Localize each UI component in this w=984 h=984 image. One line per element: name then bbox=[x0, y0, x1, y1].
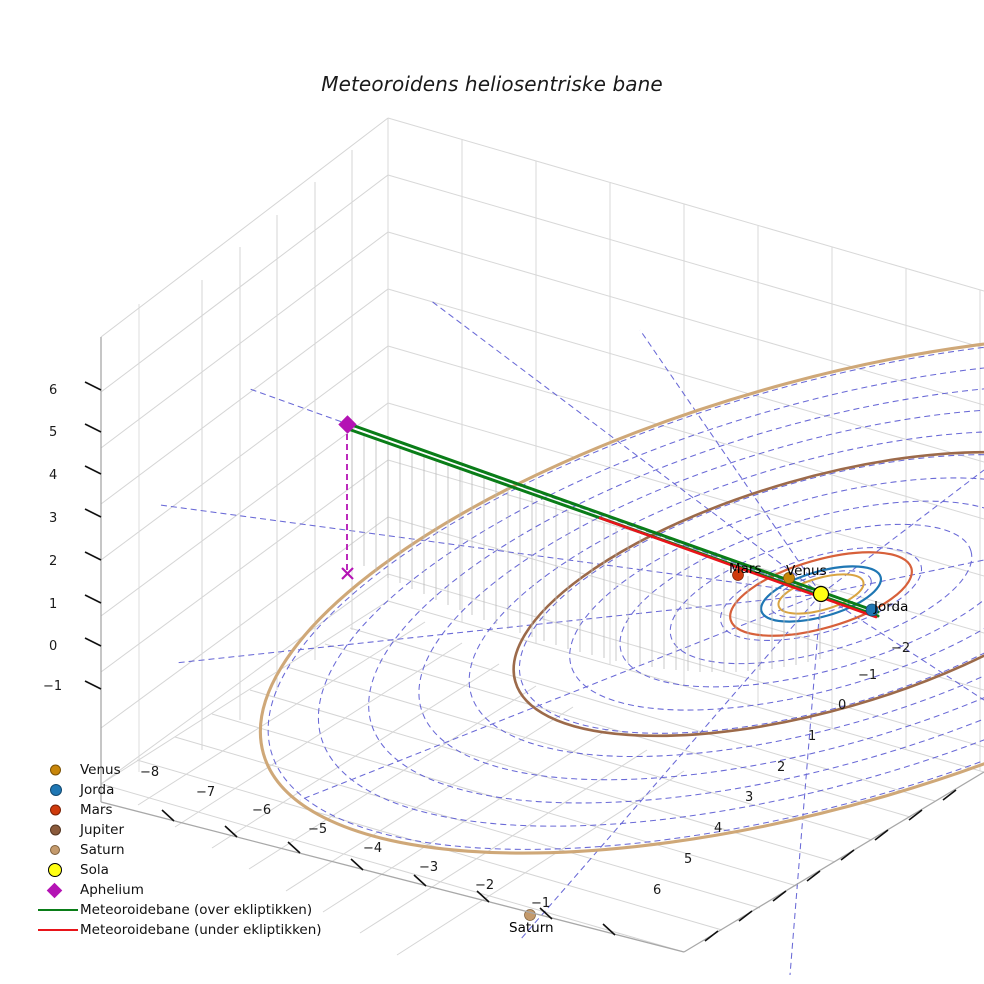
z-tick-label-m1: −1 bbox=[43, 679, 63, 694]
y-tick-label-4: 4 bbox=[714, 821, 723, 836]
legend-item-mars[interactable]: Mars bbox=[36, 800, 366, 820]
legend-item-saturn[interactable]: Saturn bbox=[36, 840, 366, 860]
marker-mars bbox=[732, 569, 744, 581]
y-tick-label-3: 3 bbox=[745, 790, 754, 805]
jupiter-marker-icon bbox=[36, 820, 80, 840]
x-tick-label-m6: −6 bbox=[252, 803, 272, 818]
y-tick-label-m1: −1 bbox=[858, 668, 878, 683]
x-axis-spine bbox=[100, 801, 685, 953]
y-axis-spine bbox=[683, 771, 984, 953]
x-tick-label-m3: −3 bbox=[419, 860, 439, 875]
legend: Venus Jorda Mars Jupiter Saturn bbox=[36, 760, 366, 940]
z-tick-label-1: 1 bbox=[49, 597, 58, 612]
orbit-venus bbox=[777, 573, 865, 615]
x-tick-label-m2: −2 bbox=[475, 878, 495, 893]
y-tick-label-0: 0 bbox=[838, 698, 847, 713]
x-tick-label-m8: −8 bbox=[140, 765, 160, 780]
legend-item-aphelium[interactable]: Aphelium bbox=[36, 880, 366, 900]
orbit-mars bbox=[729, 551, 913, 637]
red-line-icon bbox=[36, 920, 80, 940]
z-tick-label-3: 3 bbox=[49, 511, 58, 526]
aphelion-projection-marker bbox=[341, 567, 354, 580]
track-green-outbound bbox=[347, 422, 880, 614]
x-tick-label-m4: −4 bbox=[363, 841, 383, 856]
left-wall-grid bbox=[100, 117, 389, 802]
orbit-saturn bbox=[258, 333, 984, 855]
legend-item-track-below[interactable]: Meteoroidebane (under ekliptikken) bbox=[36, 920, 366, 940]
marker-venus bbox=[783, 572, 795, 584]
jorda-marker-icon bbox=[36, 780, 80, 800]
legend-item-jorda[interactable]: Jorda bbox=[36, 780, 366, 800]
axes-panes bbox=[100, 117, 984, 956]
marker-sola bbox=[812, 585, 830, 603]
aphelium-marker-icon bbox=[36, 880, 80, 900]
z-tick-label-4: 4 bbox=[49, 468, 58, 483]
z-tick-label-5: 5 bbox=[49, 425, 58, 440]
marker-jorda bbox=[865, 603, 879, 617]
legend-item-jupiter[interactable]: Jupiter bbox=[36, 820, 366, 840]
orbit-jupiter bbox=[512, 450, 984, 738]
legend-label-aphelium: Aphelium bbox=[80, 882, 144, 898]
y-tick-label-5: 5 bbox=[684, 852, 693, 867]
aphelion-dropline bbox=[341, 424, 354, 580]
body-markers bbox=[338, 415, 879, 921]
saturn-marker-icon bbox=[36, 840, 80, 860]
legend-item-sola[interactable]: Sola bbox=[36, 860, 366, 880]
legend-item-track-above[interactable]: Meteoroidebane (over ekliptikken) bbox=[36, 900, 366, 920]
planet-orbits bbox=[258, 333, 984, 855]
legend-label-track-below: Meteoroidebane (under ekliptikken) bbox=[80, 922, 322, 938]
x-ticks bbox=[161, 809, 616, 936]
venus-marker-icon bbox=[36, 760, 80, 780]
legend-label-jupiter: Jupiter bbox=[80, 822, 125, 838]
z-ticks bbox=[84, 381, 102, 690]
legend-label-mars: Mars bbox=[80, 802, 113, 818]
track-red bbox=[598, 516, 878, 619]
meteoroid-track bbox=[347, 422, 880, 619]
marker-aphelium bbox=[338, 415, 357, 434]
sola-marker-icon bbox=[36, 860, 80, 880]
y-tick-label-6: 6 bbox=[653, 883, 662, 898]
legend-label-sola: Sola bbox=[80, 862, 109, 878]
z-tick-label-0: 0 bbox=[49, 639, 58, 654]
legend-label-track-above: Meteoroidebane (over ekliptikken) bbox=[80, 902, 313, 918]
z-tick-label-6: 6 bbox=[49, 383, 58, 398]
right-wall-grid bbox=[387, 117, 984, 771]
projection-stems bbox=[351, 428, 821, 672]
page-title: Meteoroidens heliosentriske bane bbox=[321, 72, 663, 96]
x-tick-label-m7: −7 bbox=[196, 785, 216, 800]
y-tick-label-1: 1 bbox=[808, 729, 817, 744]
y-ticks bbox=[704, 789, 957, 942]
axis-spines bbox=[100, 337, 984, 953]
z-tick-label-2: 2 bbox=[49, 554, 58, 569]
orbit-jorda bbox=[759, 565, 883, 623]
legend-label-jorda: Jorda bbox=[80, 782, 115, 798]
x-tick-label-m5: −5 bbox=[308, 822, 328, 837]
y-tick-label-2: 2 bbox=[777, 760, 786, 775]
legend-item-venus[interactable]: Venus bbox=[36, 760, 366, 780]
legend-label-saturn: Saturn bbox=[80, 842, 125, 858]
x-tick-label-m1: −1 bbox=[531, 896, 551, 911]
y-tick-label-m2: −2 bbox=[891, 641, 911, 656]
legend-label-venus: Venus bbox=[80, 762, 121, 778]
mars-marker-icon bbox=[36, 800, 80, 820]
green-line-icon bbox=[36, 900, 80, 920]
